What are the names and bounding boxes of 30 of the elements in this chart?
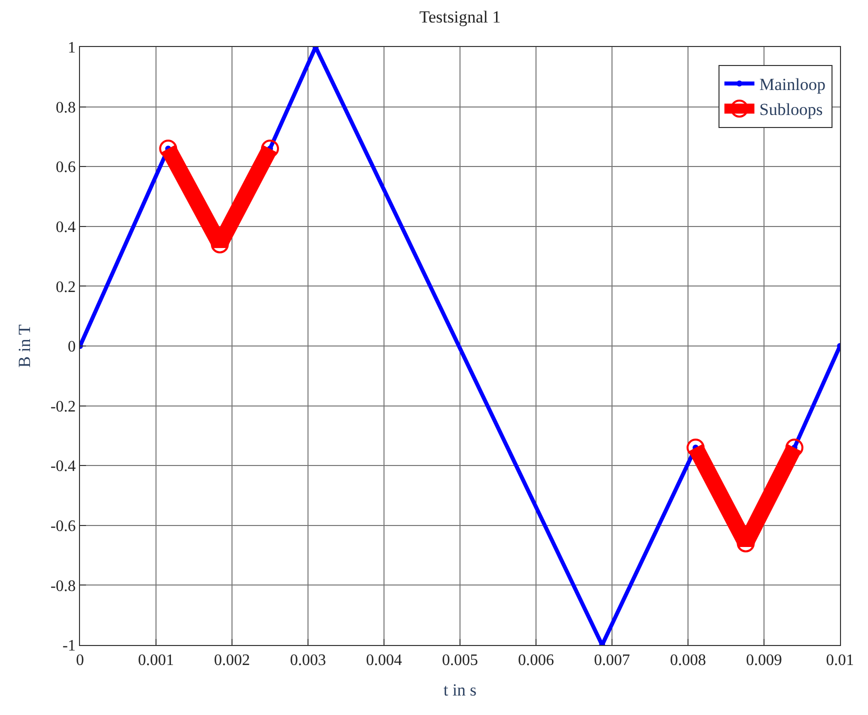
y-tick-label: -1: [62, 638, 76, 655]
y-tick-label: 0.2: [56, 278, 76, 296]
y-tick-label: -0.6: [50, 518, 76, 535]
y-tick-label: -0.8: [50, 578, 76, 595]
x-tick-label: 0.004: [366, 652, 402, 670]
x-tick-label: 0.003: [290, 652, 326, 670]
y-tick-label: 0.8: [56, 99, 76, 116]
y-tick-label: -0.2: [50, 398, 76, 416]
x-tick-label: 0.001: [138, 652, 174, 670]
point: [261, 140, 279, 158]
y-tick-label: -0.4: [50, 458, 76, 476]
y-tick-label: 1: [68, 40, 76, 57]
chart-title: Testsignal 1: [419, 8, 501, 27]
y-tick-label: 0.6: [56, 159, 76, 176]
y-tick-label: 0.4: [56, 219, 76, 236]
point: [686, 438, 705, 457]
legend-label: Mainloop: [759, 75, 826, 94]
y-tick-label: 0: [68, 338, 76, 356]
x-tick-label: 0.009: [746, 652, 782, 670]
x-tick-label: 0.008: [670, 652, 706, 670]
x-tick-label: 0.002: [214, 652, 250, 670]
legend-label: Subloops: [759, 100, 823, 120]
y-axis-title: B in T: [15, 324, 34, 368]
x-tick-label: 0.01: [826, 652, 854, 670]
point: [159, 140, 178, 158]
x-tick-label: 0.007: [594, 652, 630, 670]
x-tick-label: 0.006: [518, 652, 554, 670]
point: [785, 438, 804, 457]
x-axis-title: t in s: [443, 680, 477, 700]
x-tick-label: 0.005: [442, 652, 478, 670]
